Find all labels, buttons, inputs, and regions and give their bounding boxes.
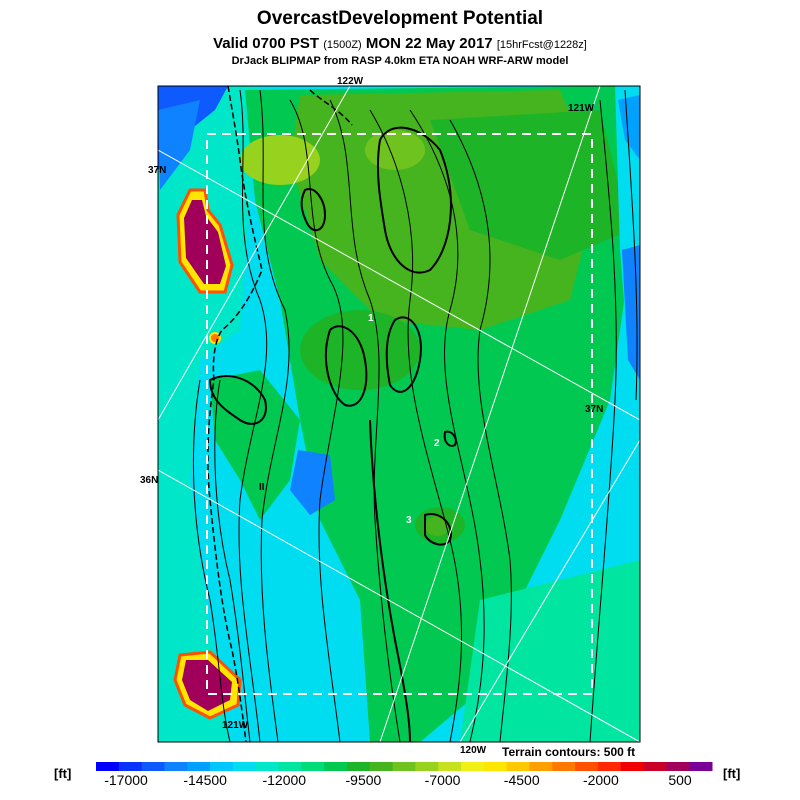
lat-label-37n-left: 37N bbox=[148, 165, 167, 176]
colorbar-swatch bbox=[506, 762, 530, 771]
colorbar-swatch bbox=[666, 762, 690, 771]
colorbar-swatch bbox=[597, 762, 622, 771]
forecast-info: [15hrFcst@1228z] bbox=[496, 39, 587, 51]
colorbar-tick-label: -2000 bbox=[582, 772, 619, 788]
lon-label-122w-top: 122W bbox=[337, 76, 364, 87]
lat-label-36n-left: 36N bbox=[140, 475, 159, 486]
colorbar-tick-label: -7000 bbox=[424, 772, 461, 788]
field-region-green-northeast bbox=[430, 110, 630, 260]
colorbar-swatch bbox=[164, 762, 188, 771]
colorbar-swatch bbox=[392, 762, 416, 771]
colorbar-swatch bbox=[415, 762, 439, 771]
lon-label-121w-top: 121W bbox=[568, 103, 595, 114]
contour-label-3: 3 bbox=[406, 515, 412, 526]
lon-label-121w-bottom: 121W bbox=[222, 720, 249, 731]
utc-time: (1500Z) bbox=[323, 39, 362, 51]
colorbar-swatch bbox=[369, 762, 394, 771]
field-region-blue-patch bbox=[290, 450, 335, 515]
colorbar-swatch bbox=[96, 762, 120, 771]
colorbar-swatch bbox=[689, 762, 713, 771]
contour-label-1: 1 bbox=[368, 313, 374, 324]
map-frame bbox=[157, 85, 641, 743]
model-info: DrJack BLIPMAP from RASP 4.0km ETA NOAH … bbox=[231, 55, 569, 67]
valid-label: Valid 0700 PST bbox=[213, 35, 320, 52]
colorbar-tick-label: -9500 bbox=[345, 772, 382, 788]
valid-time: Valid 0700 PST (1500Z) MON 22 May 2017 [… bbox=[0, 35, 800, 52]
lon-label-120w-bottom: 120W bbox=[460, 745, 487, 756]
coastline-bay bbox=[309, 89, 353, 126]
contour-label-2: 2 bbox=[434, 438, 440, 449]
colorbar-swatch bbox=[529, 762, 553, 771]
colorbar-swatch bbox=[118, 762, 143, 771]
colorbar-swatch bbox=[278, 762, 302, 771]
colorbar-tick-label: -14500 bbox=[183, 772, 227, 788]
colorbar-swatch bbox=[141, 762, 165, 771]
colorbar-tick-label: -17000 bbox=[104, 772, 148, 788]
colorbar-swatch bbox=[232, 762, 257, 771]
colorbar-swatch bbox=[575, 762, 599, 771]
colorbar-tick-label: -12000 bbox=[262, 772, 307, 788]
colorbar-swatch bbox=[210, 762, 234, 771]
colorbar-swatch bbox=[552, 762, 576, 771]
colorbar-tick-label: -4500 bbox=[503, 772, 540, 788]
colorbar-swatch bbox=[461, 762, 485, 771]
contour-label-ii: II bbox=[259, 482, 265, 493]
terrain-note: Terrain contours: 500 ft bbox=[502, 745, 636, 759]
map-title: OvercastDevelopment Potential bbox=[256, 8, 544, 29]
field-region-coastal-green bbox=[210, 370, 300, 520]
colorbar-swatch bbox=[643, 762, 667, 771]
colorbar-swatch bbox=[346, 762, 371, 771]
colorbar-swatch bbox=[324, 762, 348, 771]
valid-date: MON 22 May 2017 bbox=[365, 35, 493, 52]
coastline bbox=[207, 86, 263, 742]
colorbar-swatch bbox=[483, 762, 508, 771]
domain-box bbox=[206, 133, 593, 695]
colorbar-unit-left: [ft] bbox=[54, 766, 72, 781]
field-max-north-core bbox=[184, 200, 226, 284]
field-region-ocean-blue-2 bbox=[158, 100, 200, 190]
colorbar-swatch bbox=[187, 762, 211, 771]
colorbar-swatch bbox=[255, 762, 280, 771]
lat-label-37n-right: 37N bbox=[585, 404, 604, 415]
graticule bbox=[158, 86, 640, 742]
colorbar-swatch bbox=[438, 762, 462, 771]
field-high-south-core bbox=[425, 516, 449, 536]
colorbar-swatch bbox=[301, 762, 325, 771]
colorbar-swatch bbox=[620, 762, 645, 771]
colorbar-tick-label: 500 bbox=[668, 772, 692, 788]
colorbar-unit-right: [ft] bbox=[723, 766, 741, 781]
field-region-east-lightblue bbox=[618, 95, 640, 160]
